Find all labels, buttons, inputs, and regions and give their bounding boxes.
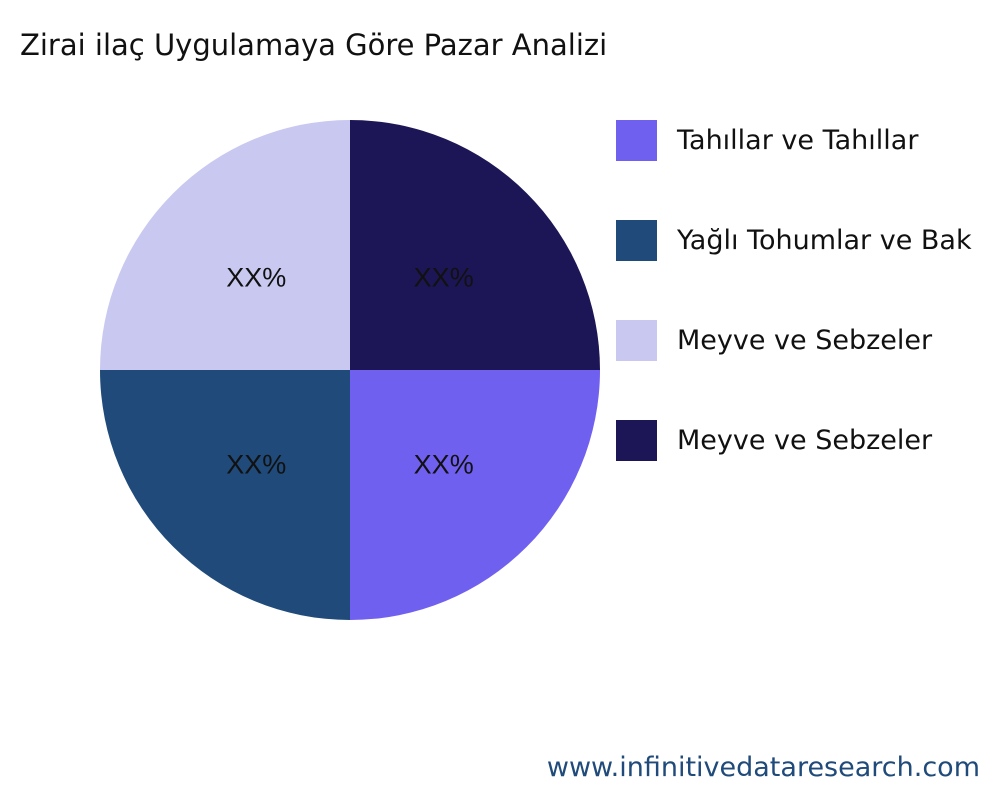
pie-slice [350, 120, 600, 370]
pie-slice [100, 370, 350, 620]
legend-item: Meyve ve Sebzeler [616, 419, 932, 461]
pie-slice [100, 120, 350, 370]
legend-swatch [616, 419, 657, 461]
legend-item: Yağlı Tohumlar ve Bak [616, 219, 972, 261]
slice-data-label: XX% [226, 450, 286, 480]
legend-label: Tahıllar ve Tahıllar [677, 124, 919, 156]
chart-title: Zirai ilaç Uygulamaya Göre Pazar Analizi [20, 28, 608, 62]
pie-slice [350, 370, 600, 620]
legend-swatch [616, 119, 657, 161]
legend-label: Meyve ve Sebzeler [677, 324, 933, 356]
slice-data-label: XX% [414, 450, 474, 480]
legend-item: Tahıllar ve Tahıllar [616, 119, 918, 161]
legend-swatch [616, 319, 657, 361]
legend-item: Meyve ve Sebzeler [616, 319, 932, 361]
slice-data-label: XX% [414, 262, 474, 292]
footer-url: www.infinitivedataresearch.com [546, 752, 980, 783]
slice-data-label: XX% [226, 262, 286, 292]
legend-label: Yağlı Tohumlar ve Bak [677, 224, 972, 256]
legend-label: Meyve ve Sebzeler [677, 424, 933, 456]
legend-swatch [616, 219, 657, 261]
